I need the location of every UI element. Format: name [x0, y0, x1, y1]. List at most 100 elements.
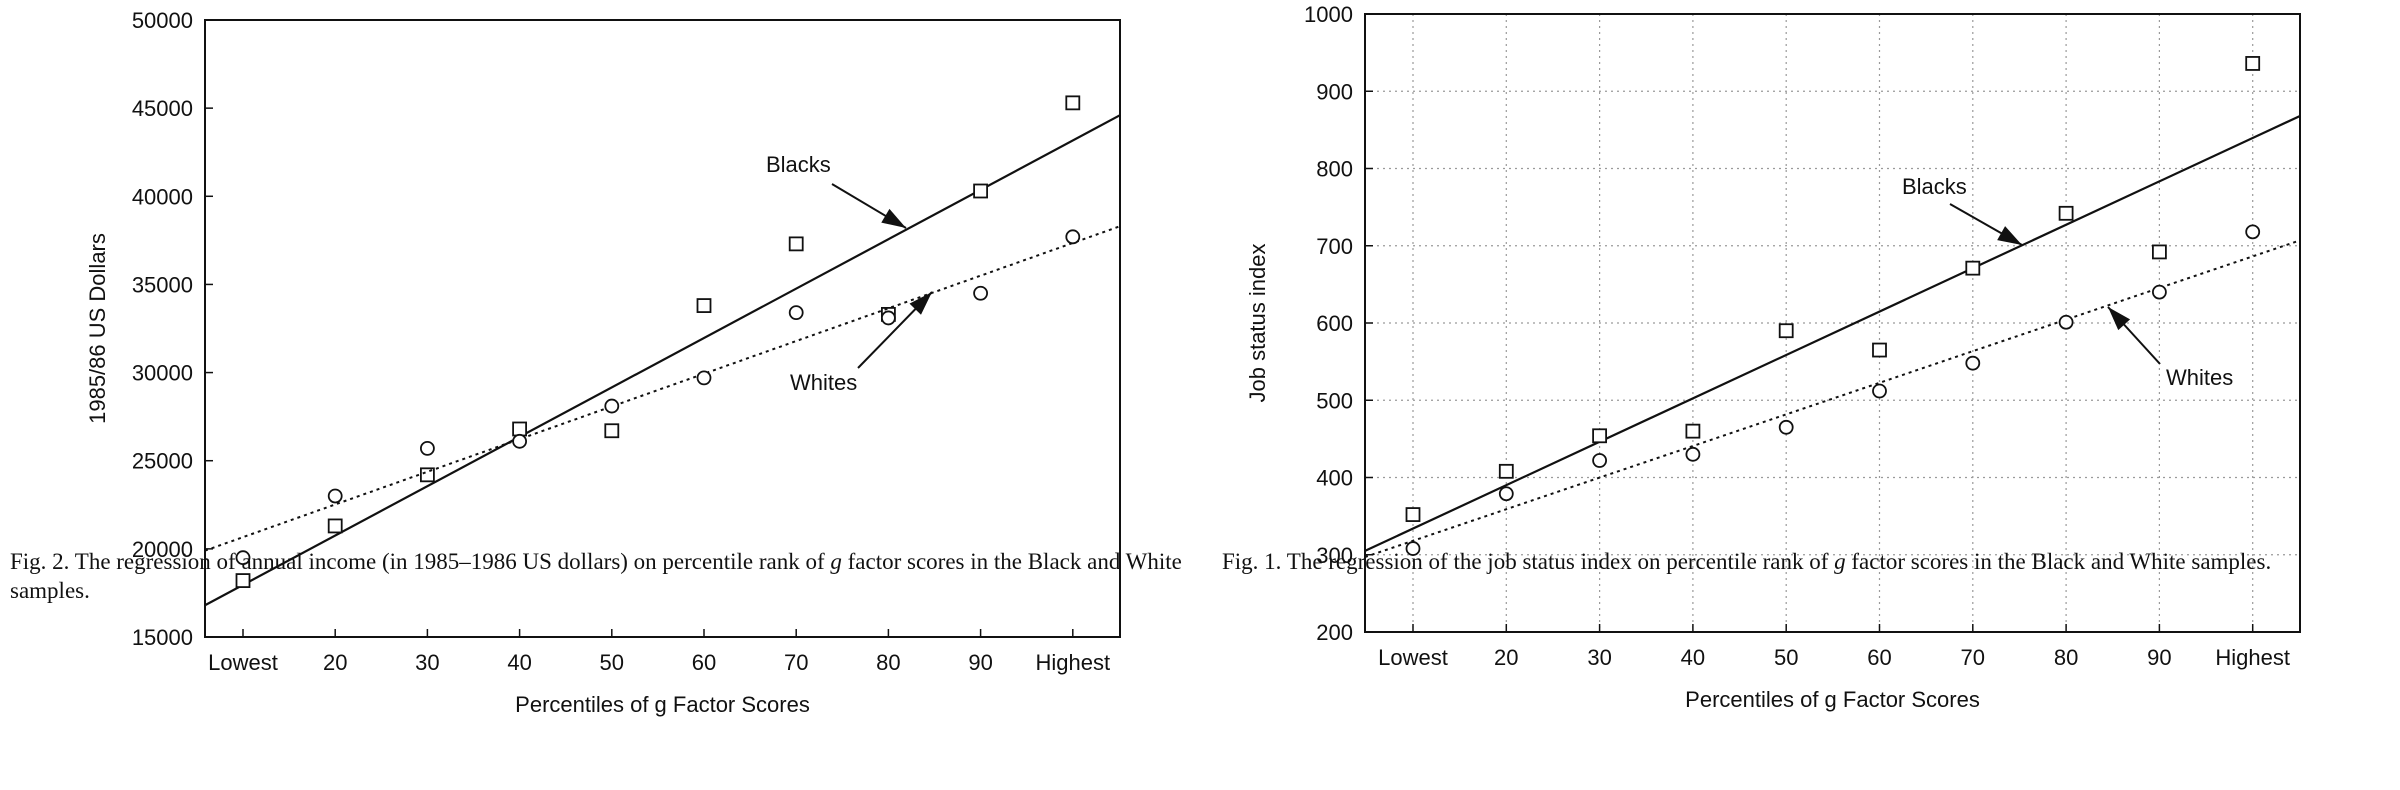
- fig2-annotation-whites: Whites: [790, 370, 857, 395]
- fig2-blacks-point: [788, 236, 804, 252]
- fig1-whites-point: [1592, 453, 1607, 468]
- fig2-blacks-point: [327, 518, 343, 534]
- fig2-whites-point: [419, 440, 435, 456]
- fig2-ytick-label: 15000: [132, 625, 193, 650]
- fig1-xtick-label: 40: [1681, 645, 1705, 670]
- fig1-blacks-point: [2245, 56, 2261, 71]
- fig2-xtick-label: 80: [876, 650, 900, 675]
- fig2-whites-point: [235, 550, 251, 566]
- fig1-annotation-whites: Whites: [2166, 365, 2233, 390]
- fig1-whites-point: [1498, 486, 1514, 502]
- fig2-xtick-label: Highest: [1036, 650, 1111, 675]
- fig1-ytick-label: 200: [1316, 620, 1353, 645]
- fig1-ytick-label: 600: [1316, 311, 1353, 336]
- fig2-xtick-label: 60: [692, 650, 716, 675]
- fig2-xtick-label: Lowest: [208, 650, 278, 675]
- caption-fig2: Fig. 2. The regression of annual income …: [10, 547, 1190, 605]
- fig2-y-axis-title: 1985/86 US Dollars: [85, 233, 110, 424]
- fig1-whites-point: [2151, 284, 2167, 300]
- fig1-whites-point: [1872, 383, 1887, 399]
- fig1-blacks-point: [2058, 205, 2074, 221]
- fig1-ytick-label: 300: [1316, 543, 1353, 568]
- fig2-blacks-point: [696, 298, 712, 313]
- fig1-chart: 200 300 400 500 600 700 800 900 1000 Lowest 20 30 40…: [1245, 2, 2301, 712]
- fig2-whites-fit-line: [204, 225, 1121, 552]
- fig1-xtick-label: 60: [1867, 645, 1891, 670]
- fig1-ytick-label: 900: [1316, 79, 1353, 104]
- fig2-ytick-label: 20000: [132, 537, 193, 562]
- fig1-blacks-point: [1405, 507, 1421, 522]
- fig1-blacks-point: [1498, 463, 1514, 479]
- fig1-x-axis-title: Percentiles of g Factor Scores: [1685, 687, 1980, 712]
- fig2-whites-point: [696, 370, 712, 386]
- fig1-ytick-label: 800: [1316, 157, 1353, 182]
- fig1-blacks-point: [1685, 423, 1701, 439]
- fig1-ytick-label: 500: [1316, 388, 1353, 413]
- fig2-whites-point: [512, 433, 527, 449]
- fig2-annotation-blacks: Blacks: [766, 152, 831, 177]
- fig1-xtick-label: 50: [1774, 645, 1798, 670]
- fig1-whites-point: [1685, 446, 1701, 462]
- fig1-arrowhead-whites: [2108, 307, 2131, 331]
- caption-fig2-text-b: factor scores in the Black and White sam…: [10, 549, 1182, 603]
- fig1-ytick-label: 700: [1316, 234, 1353, 259]
- fig2-whites-point: [973, 285, 988, 301]
- fig1-annotation-blacks: Blacks: [1902, 174, 1967, 199]
- fig1-blacks-point: [2151, 244, 2167, 260]
- caption-fig1-text-a: Fig. 1. The regression of the job status…: [1222, 549, 1835, 574]
- fig2-blacks-point: [973, 183, 988, 199]
- fig1-xtick-label: Highest: [2215, 645, 2290, 670]
- fig2-xtick-label: 70: [784, 650, 808, 675]
- fig2-whites-point: [604, 398, 620, 414]
- caption-fig2-text-a: Fig. 2. The regression of annual income …: [10, 549, 831, 574]
- caption-fig2-g: g: [830, 549, 842, 574]
- fig2-whites-point: [881, 310, 896, 326]
- fig1-whites-point: [1965, 355, 1981, 371]
- fig2-xtick-label: 50: [600, 650, 624, 675]
- caption-fig1-g: g: [1834, 549, 1846, 574]
- fig2-blacks-point: [235, 573, 251, 588]
- fig2-xtick-label: 30: [415, 650, 439, 675]
- fig2-ytick-label: 30000: [132, 361, 193, 386]
- fig2-whites-point: [788, 305, 804, 321]
- fig2-xtick-label: 90: [968, 650, 992, 675]
- fig1-ytick-label: 1000: [1304, 2, 1353, 27]
- fig2-blacks-point: [512, 421, 527, 437]
- fig1-blacks-point: [1592, 428, 1607, 444]
- fig1-xtick-label: 30: [1587, 645, 1611, 670]
- fig2-arrowhead-whites: [909, 292, 932, 315]
- fig1-blacks-point: [1965, 260, 1981, 276]
- fig2-x-axis-title: Percentiles of g Factor Scores: [515, 692, 810, 717]
- fig1-whites-point: [2058, 314, 2074, 330]
- fig1-arrowhead-blacks: [1997, 226, 2022, 245]
- fig2-ytick-label: 35000: [132, 272, 193, 297]
- fig1-y-axis-title: Job status index: [1245, 244, 1270, 403]
- fig1-whites-point: [1405, 541, 1421, 556]
- fig2-chart: 15000 20000 25000 30000 35000 40000 45000 50000…: [85, 8, 1121, 717]
- fig1-xtick-label: 20: [1494, 645, 1518, 670]
- fig1-blacks-fit-line: [1364, 114, 2301, 552]
- caption-fig1: Fig. 1. The regression of the job status…: [1222, 547, 2397, 576]
- fig1-xtick-label: 80: [2054, 645, 2078, 670]
- fig1-whites-point: [1778, 419, 1794, 435]
- fig2-blacks-fit-line: [204, 114, 1121, 607]
- fig2-xtick-label: 40: [507, 650, 531, 675]
- fig1-blacks-point: [1778, 323, 1794, 339]
- fig1-xtick-label: Lowest: [1378, 645, 1448, 670]
- fig2-plot-frame: [204, 19, 1121, 638]
- fig2-ytick-label: 45000: [132, 96, 193, 121]
- fig2-ytick-label: 40000: [132, 184, 193, 209]
- fig2-blacks-point: [1065, 95, 1081, 111]
- fig2-whites-point: [1065, 229, 1081, 245]
- fig2-arrowhead-blacks: [881, 208, 906, 228]
- fig2-ytick-label: 25000: [132, 449, 193, 474]
- fig1-ytick-label: 400: [1316, 466, 1353, 491]
- caption-fig1-text-b: factor scores in the Black and White sam…: [1845, 549, 2272, 574]
- fig1-xtick-label: 70: [1961, 645, 1985, 670]
- fig1-xtick-label: 90: [2147, 645, 2171, 670]
- fig2-ytick-label: 50000: [132, 8, 193, 33]
- fig1-plot-frame: [1364, 13, 2301, 633]
- fig2-whites-point: [327, 488, 343, 504]
- fig2-xtick-label: 20: [323, 650, 347, 675]
